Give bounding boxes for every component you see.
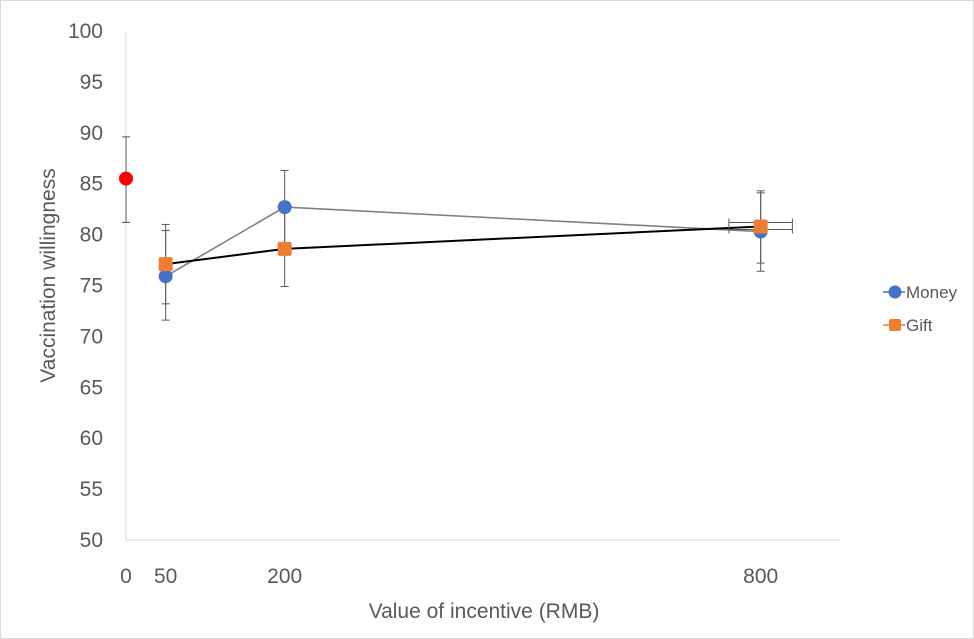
y-tick-label: 60 — [80, 427, 103, 450]
y-tick-label: 75 — [80, 275, 103, 298]
y-tick-label: 65 — [80, 376, 103, 399]
y-tick-label: 70 — [80, 325, 103, 348]
x-tick-label: 200 — [267, 565, 302, 588]
x-axis-title: Value of incentive (RMB) — [369, 600, 600, 623]
y-tick-label: 55 — [80, 478, 103, 501]
legend-item-gift: Gift — [883, 316, 933, 335]
y-tick-labels: 50 55 60 65 70 75 80 85 90 95 100 — [68, 20, 103, 552]
axes — [126, 31, 840, 540]
x-tick-labels: 0 50 200 800 — [120, 565, 778, 588]
legend-marker-money — [889, 286, 902, 299]
y-axis-title: Vaccination willingness — [37, 168, 60, 382]
legend-label-gift: Gift — [906, 316, 933, 335]
y-tick-label: 95 — [80, 71, 103, 94]
point-gift — [278, 242, 292, 256]
y-tick-label: 80 — [80, 224, 103, 247]
y-tick-label: 50 — [80, 529, 103, 552]
series-line-money — [166, 207, 761, 276]
x-tick-label: 0 — [120, 565, 132, 588]
legend-marker-gift — [889, 319, 901, 331]
legend: Money Gift — [883, 283, 958, 335]
x-tick-label: 50 — [154, 565, 177, 588]
point-gift — [754, 219, 768, 233]
y-tick-label: 100 — [68, 20, 103, 43]
baseline-point — [119, 172, 133, 186]
y-tick-label: 85 — [80, 173, 103, 196]
point-gift — [159, 257, 173, 271]
legend-item-money: Money — [883, 283, 958, 302]
series-lines — [166, 207, 761, 276]
point-money — [278, 200, 292, 214]
point-money — [159, 269, 173, 283]
legend-label-money: Money — [906, 283, 958, 302]
y-tick-label: 90 — [80, 122, 103, 145]
x-tick-label: 800 — [743, 565, 778, 588]
series-line-gift — [166, 226, 761, 264]
